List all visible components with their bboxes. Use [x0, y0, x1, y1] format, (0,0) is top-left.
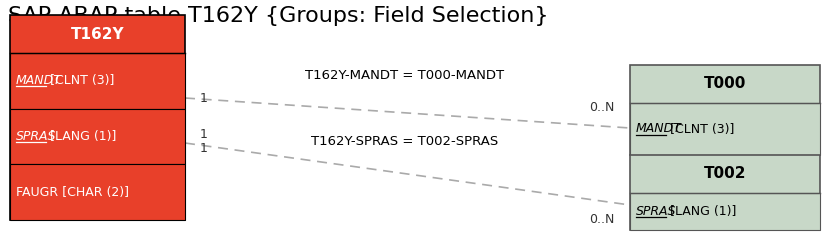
Bar — [10, 15, 185, 220]
Text: FAUGR [CHAR (2)]: FAUGR [CHAR (2)] — [16, 186, 129, 199]
Text: MANDT [CLNT (3)]: MANDT [CLNT (3)] — [16, 74, 130, 87]
Bar — [10, 53, 185, 109]
Text: 0..N: 0..N — [589, 213, 614, 226]
Bar — [629, 65, 819, 155]
Text: T162Y: T162Y — [70, 27, 124, 41]
Text: 1: 1 — [200, 141, 208, 155]
Bar — [629, 193, 819, 230]
Text: SPRAS: SPRAS — [16, 130, 56, 143]
Text: T000: T000 — [703, 77, 745, 91]
Text: SAP ABAP table T162Y {Groups: Field Selection}: SAP ABAP table T162Y {Groups: Field Sele… — [8, 6, 548, 26]
Text: SPRAS [LANG (1)]: SPRAS [LANG (1)] — [635, 205, 746, 218]
Bar — [10, 164, 185, 220]
Text: MANDT: MANDT — [635, 123, 681, 136]
Bar — [629, 103, 819, 155]
Text: [CLNT (3)]: [CLNT (3)] — [665, 123, 734, 136]
Text: T002: T002 — [703, 167, 745, 182]
Text: 1: 1 — [200, 91, 208, 105]
Text: [LANG (1)]: [LANG (1)] — [46, 130, 116, 143]
Text: MANDT: MANDT — [16, 74, 62, 87]
Text: MANDT [CLNT (3)]: MANDT [CLNT (3)] — [635, 123, 749, 136]
Text: SPRAS [LANG (1)]: SPRAS [LANG (1)] — [16, 130, 127, 143]
Bar — [10, 109, 185, 164]
Text: 1: 1 — [200, 128, 208, 141]
Text: SPRAS: SPRAS — [635, 205, 676, 218]
Text: [CLNT (3)]: [CLNT (3)] — [46, 74, 114, 87]
Bar — [629, 155, 819, 230]
Text: T162Y-SPRAS = T002-SPRAS: T162Y-SPRAS = T002-SPRAS — [311, 135, 498, 148]
Text: [LANG (1)]: [LANG (1)] — [665, 205, 735, 218]
Text: 0..N: 0..N — [589, 101, 614, 114]
Text: T162Y-MANDT = T000-MANDT: T162Y-MANDT = T000-MANDT — [305, 69, 504, 82]
